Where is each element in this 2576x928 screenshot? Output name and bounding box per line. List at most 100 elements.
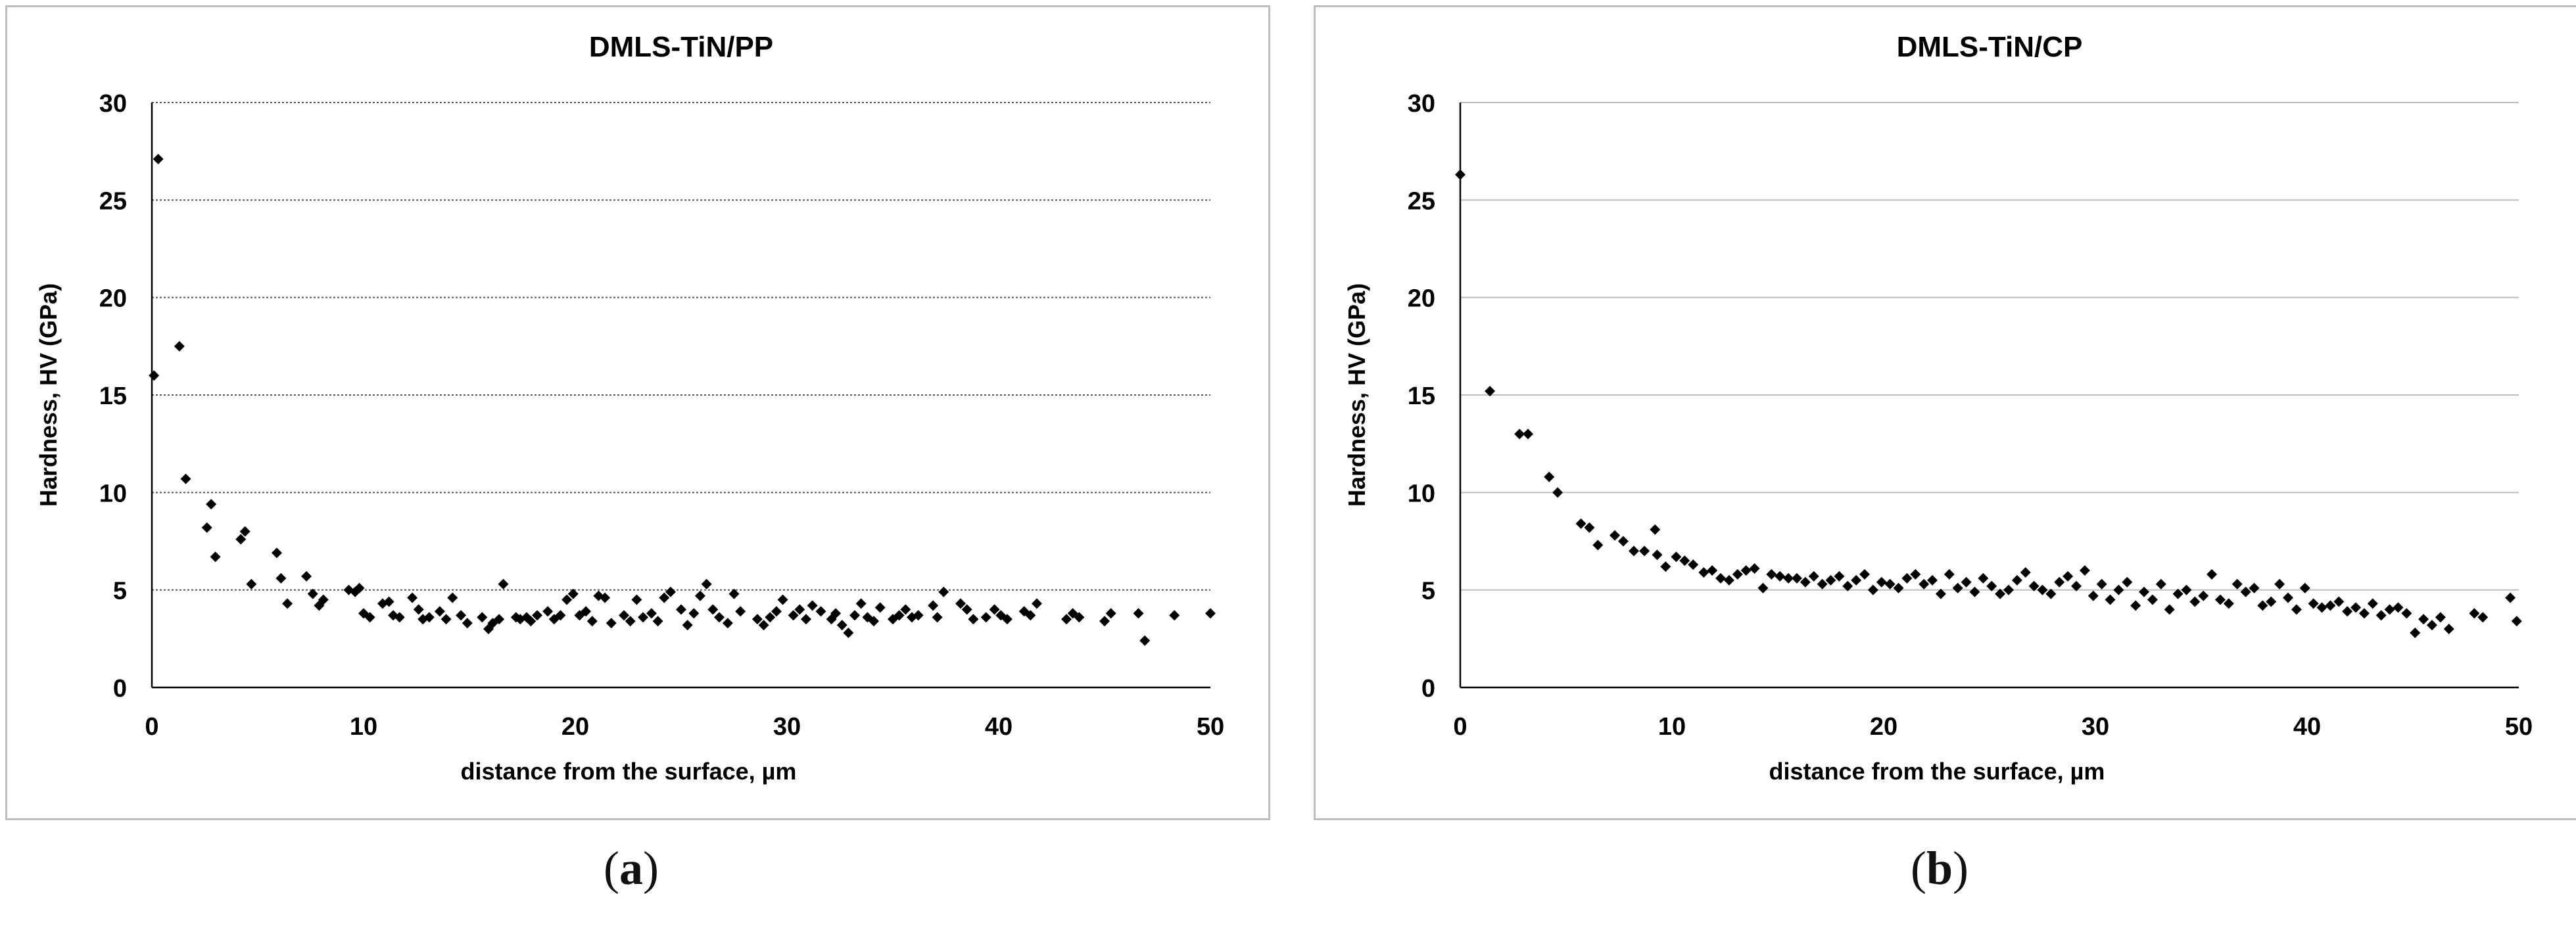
x-tick-label-b-4: 40 (2293, 713, 2321, 741)
data-point-a-11 (275, 572, 287, 584)
data-point-b-58 (2028, 580, 2039, 592)
chart-svg-a: DMLS-TiN/PP 0 5 10 15 20 25 30 0 10 20 30 40 50 distan… (35, 31, 1224, 785)
data-point-a-78 (777, 594, 788, 605)
data-point-a-43 (525, 616, 537, 627)
data-point-b-101 (2393, 602, 2404, 613)
data-point-b-69 (2122, 576, 2133, 588)
x-tick-label-b-0: 0 (1453, 713, 1467, 741)
data-point-a-99 (932, 612, 943, 623)
data-point-b-54 (1995, 588, 2006, 599)
data-point-b-108 (2469, 608, 2480, 619)
data-point-b-89 (2291, 604, 2302, 615)
data-point-a-115 (1105, 608, 1116, 619)
data-point-a-119 (1205, 608, 1216, 619)
data-point-a-66 (688, 608, 700, 619)
data-point-b-77 (2189, 596, 2201, 607)
data-point-b-11 (1629, 545, 1640, 557)
data-point-b-80 (2214, 594, 2226, 605)
data-point-b-78 (2198, 590, 2209, 601)
data-point-b-14 (1652, 549, 1663, 561)
caption-a-letter: a (619, 842, 643, 894)
y-tick-label-a-2: 10 (99, 480, 127, 507)
data-point-a-58 (631, 594, 642, 605)
data-point-a-45 (542, 606, 554, 617)
data-point-b-49 (1952, 582, 1963, 593)
data-point-b-100 (2384, 604, 2395, 615)
data-point-a-60 (646, 608, 657, 619)
data-point-b-67 (2105, 594, 2116, 605)
y-tick-label-b-6: 30 (1408, 90, 1435, 118)
data-point-b-103 (2410, 627, 2421, 638)
data-point-a-27 (413, 604, 424, 615)
data-point-b-45 (1919, 578, 1930, 590)
data-point-a-62 (659, 592, 670, 603)
data-point-b-88 (2283, 592, 2294, 603)
data-point-a-47 (555, 610, 566, 621)
data-point-b-68 (2113, 584, 2124, 595)
data-point-b-61 (2054, 576, 2065, 588)
y-tick-label-a-5: 25 (99, 187, 127, 215)
data-point-a-68 (701, 578, 712, 590)
data-point-b-25 (1749, 563, 1760, 574)
data-point-a-10 (271, 547, 282, 559)
data-point-b-1 (1485, 386, 1496, 397)
data-point-a-107 (1001, 614, 1013, 625)
data-point-b-38 (1859, 568, 1871, 580)
data-point-a-0 (149, 370, 160, 381)
data-point-a-80 (794, 604, 805, 615)
data-point-a-14 (307, 588, 318, 599)
caption-a: (a) (500, 841, 763, 896)
y-tick-label-a-0: 0 (113, 675, 127, 703)
data-point-b-81 (2223, 598, 2234, 609)
data-point-a-34 (462, 618, 473, 629)
data-point-b-105 (2426, 620, 2437, 631)
data-point-b-44 (1910, 568, 1921, 580)
data-point-b-47 (1935, 588, 1946, 599)
data-point-a-25 (394, 612, 405, 623)
data-point-a-67 (694, 590, 705, 601)
y-axis-label-b: Hardness, HV (GPa) (1343, 283, 1370, 507)
data-point-a-23 (383, 596, 394, 607)
data-point-a-89 (855, 598, 867, 609)
data-point-b-107 (2443, 624, 2454, 634)
data-point-a-35 (477, 612, 488, 623)
chart-svg-b: DMLS-TiN/CP 0 5 10 15 20 25 30 0 10 20 30 40 50 distan… (1343, 31, 2533, 785)
data-point-a-103 (968, 614, 979, 625)
data-point-a-38 (494, 614, 505, 625)
data-point-b-93 (2325, 600, 2336, 611)
data-point-a-92 (874, 602, 886, 613)
data-point-b-27 (1766, 568, 1777, 580)
y-tick-label-b-4: 20 (1408, 285, 1435, 313)
data-point-a-65 (682, 620, 693, 631)
data-point-a-64 (676, 604, 686, 615)
data-point-a-116 (1133, 608, 1144, 619)
x-tick-label-a-5: 50 (1197, 713, 1224, 741)
data-point-b-87 (2274, 578, 2285, 590)
y-axis-label-a: Hardness, HV (GPa) (35, 283, 62, 507)
data-point-b-36 (1842, 580, 1853, 592)
data-point-a-118 (1169, 610, 1180, 621)
data-point-b-8 (1592, 540, 1604, 551)
chart-panel-b: DMLS-TiN/CP 0 5 10 15 20 25 30 0 10 20 30 40 50 distan… (1314, 5, 2576, 820)
data-point-a-87 (843, 627, 854, 638)
data-point-b-0 (1455, 169, 1466, 180)
data-point-b-73 (2155, 578, 2166, 590)
data-point-b-19 (1698, 567, 1709, 578)
data-point-b-74 (2164, 604, 2175, 615)
data-point-b-10 (1617, 536, 1629, 547)
data-point-b-41 (1884, 578, 1896, 590)
data-point-b-26 (1757, 582, 1769, 593)
caption-b-letter: b (1926, 842, 1953, 894)
data-point-b-52 (1978, 572, 1989, 584)
data-point-b-84 (2249, 582, 2260, 593)
data-point-b-90 (2299, 582, 2310, 593)
data-point-a-1 (153, 154, 164, 165)
data-point-b-5 (1552, 487, 1563, 498)
data-point-b-53 (1986, 580, 1997, 592)
data-point-a-71 (722, 618, 733, 629)
data-point-a-95 (900, 604, 911, 615)
data-point-a-9 (246, 578, 257, 590)
x-tick-label-a-1: 10 (350, 713, 377, 741)
data-point-b-3 (1523, 429, 1534, 440)
chart-title-a: DMLS-TiN/PP (589, 31, 773, 63)
